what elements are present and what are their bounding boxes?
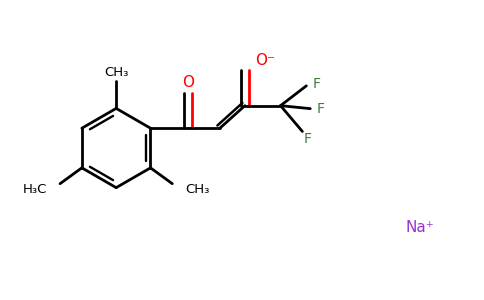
Text: O⁻: O⁻: [255, 52, 275, 68]
Text: H₃C: H₃C: [23, 183, 47, 196]
Text: F: F: [316, 102, 324, 116]
Text: F: F: [303, 132, 311, 146]
Text: CH₃: CH₃: [185, 183, 210, 196]
Text: Na⁺: Na⁺: [406, 220, 435, 235]
Text: CH₃: CH₃: [104, 66, 128, 79]
Text: O: O: [182, 75, 194, 90]
Text: F: F: [312, 77, 320, 91]
